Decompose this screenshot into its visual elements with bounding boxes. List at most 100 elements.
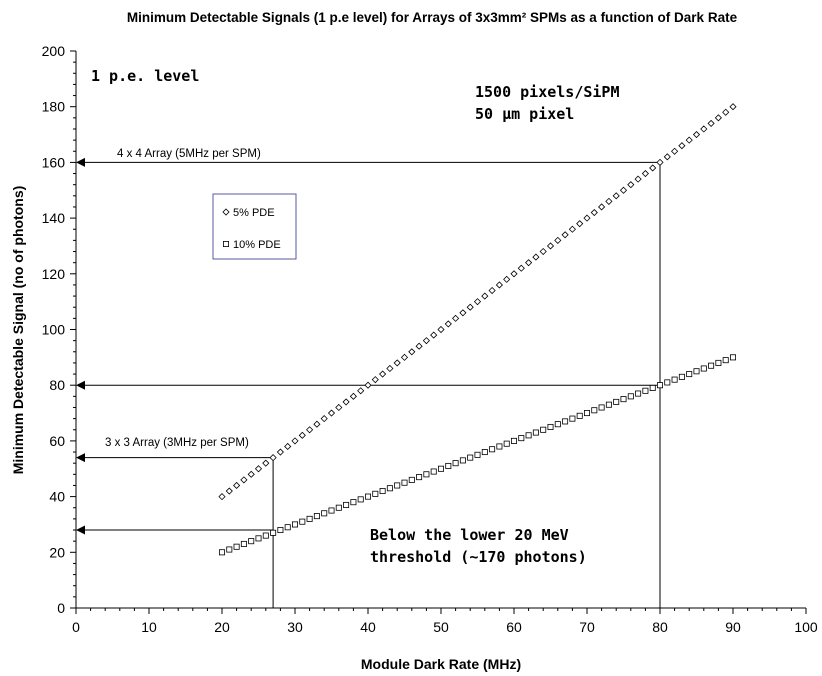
legend: 5% PDE 10% PDE	[212, 193, 297, 260]
data-point-10pct-pde	[357, 496, 364, 503]
data-point-5pct-pde	[430, 331, 438, 339]
x-tick-label: 30	[287, 619, 303, 635]
data-point-10pct-pde	[730, 354, 737, 361]
y-tick-label: 120	[42, 266, 66, 282]
data-point-5pct-pde	[452, 314, 460, 322]
data-point-10pct-pde	[452, 460, 459, 467]
data-point-5pct-pde	[335, 403, 343, 412]
data-point-10pct-pde	[562, 418, 569, 425]
x-tick-label: 50	[433, 619, 449, 635]
data-point-5pct-pde	[298, 431, 306, 439]
data-point-10pct-pde	[627, 393, 634, 400]
data-point-10pct-pde	[708, 362, 715, 369]
data-point-5pct-pde	[671, 147, 679, 155]
data-point-10pct-pde	[437, 465, 444, 472]
data-point-5pct-pde	[233, 481, 241, 490]
data-point-10pct-pde	[686, 371, 693, 378]
data-point-5pct-pde	[218, 493, 226, 501]
x-axis-label: Module Dark Rate (MHz)	[361, 656, 521, 672]
data-point-5pct-pde	[306, 426, 314, 434]
x-tick-label: 40	[360, 619, 376, 635]
data-point-5pct-pde	[517, 264, 525, 272]
data-point-5pct-pde	[539, 247, 547, 256]
x-tick-label: 60	[506, 619, 522, 635]
data-point-10pct-pde	[313, 513, 320, 520]
data-point-10pct-pde	[401, 479, 408, 486]
data-point-10pct-pde	[576, 412, 583, 419]
data-point-5pct-pde	[313, 420, 321, 428]
data-point-10pct-pde	[715, 359, 722, 366]
data-point-10pct-pde	[664, 379, 671, 386]
data-point-5pct-pde	[583, 214, 591, 222]
legend-box	[212, 193, 297, 260]
data-point-10pct-pde	[262, 532, 269, 539]
data-point-5pct-pde	[240, 476, 248, 484]
data-series	[218, 103, 737, 556]
x-axis-ticks: 0 10 20 30 40 50 60 70 80 90 100	[72, 608, 818, 635]
data-point-5pct-pde	[656, 158, 664, 166]
data-point-10pct-pde	[233, 543, 240, 550]
data-point-5pct-pde	[641, 169, 649, 178]
data-point-5pct-pde	[400, 353, 409, 361]
data-point-10pct-pde	[532, 429, 539, 436]
data-point-5pct-pde	[561, 231, 569, 239]
legend-10pct-pde: 10% PDE	[233, 239, 281, 251]
data-point-5pct-pde	[320, 415, 328, 423]
data-point-10pct-pde	[613, 398, 620, 405]
data-point-5pct-pde	[532, 253, 540, 261]
data-point-10pct-pde	[226, 546, 233, 553]
reference-arrow	[76, 380, 85, 390]
data-point-5pct-pde	[371, 376, 379, 384]
data-point-5pct-pde	[437, 325, 445, 334]
x-tick-label: 70	[579, 619, 595, 635]
data-point-10pct-pde	[306, 515, 313, 522]
data-point-5pct-pde	[291, 437, 299, 445]
y-tick-label: 40	[49, 489, 65, 505]
data-point-5pct-pde	[342, 398, 350, 406]
data-point-5pct-pde	[525, 259, 533, 267]
data-point-10pct-pde	[379, 488, 386, 495]
data-point-5pct-pde	[576, 220, 584, 228]
data-point-10pct-pde	[496, 443, 503, 450]
data-point-5pct-pde	[254, 465, 263, 473]
data-point-5pct-pde	[707, 119, 715, 127]
y-axis-label: Minimum Detectable Signal (no of photons…	[10, 186, 26, 475]
data-point-10pct-pde	[649, 384, 656, 391]
data-point-10pct-pde	[678, 373, 685, 380]
y-tick-label: 60	[49, 433, 65, 449]
x-tick-label: 100	[794, 619, 818, 635]
data-point-10pct-pde	[284, 524, 291, 531]
annotation-threshold-line1: Below the lower 20 MeV	[370, 526, 569, 544]
data-point-5pct-pde	[386, 364, 394, 373]
data-point-5pct-pde	[568, 225, 576, 233]
y-tick-label: 200	[42, 43, 66, 59]
data-point-5pct-pde	[678, 142, 686, 150]
x-tick-label: 80	[652, 619, 668, 635]
data-point-5pct-pde	[488, 286, 496, 295]
data-point-5pct-pde	[481, 292, 489, 300]
x-tick-label: 0	[72, 619, 80, 635]
data-point-10pct-pde	[350, 499, 357, 506]
data-point-10pct-pde	[554, 421, 561, 428]
data-point-5pct-pde	[722, 108, 730, 116]
annotation-level: 1 p.e. level	[91, 67, 199, 85]
data-point-10pct-pde	[481, 449, 488, 456]
y-tick-label: 140	[42, 210, 66, 226]
data-point-10pct-pde	[321, 510, 328, 517]
legend-diamond	[222, 208, 230, 216]
data-point-5pct-pde	[503, 275, 511, 283]
data-point-10pct-pde	[328, 507, 335, 514]
data-point-10pct-pde	[635, 390, 642, 397]
reference-arrow	[76, 157, 85, 167]
legend-diamond-marker	[222, 208, 230, 216]
data-point-10pct-pde	[540, 426, 547, 433]
data-point-5pct-pde	[605, 197, 613, 205]
data-point-5pct-pde	[700, 125, 708, 133]
data-point-5pct-pde	[612, 192, 620, 200]
data-point-10pct-pde	[547, 423, 554, 430]
chart-title: Minimum Detectable Signals (1 p.e level)…	[127, 10, 738, 25]
data-point-10pct-pde	[299, 518, 306, 525]
data-point-10pct-pde	[291, 521, 298, 528]
data-point-10pct-pde	[394, 482, 401, 489]
